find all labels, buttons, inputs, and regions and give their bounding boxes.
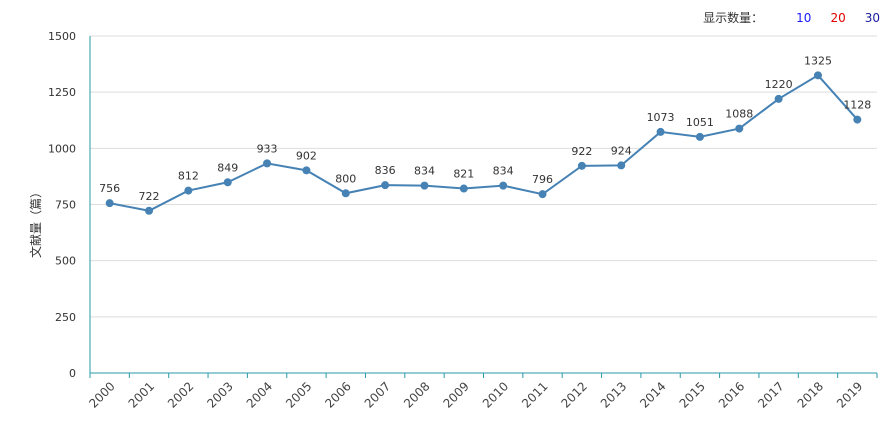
data-point[interactable]: [853, 115, 862, 124]
x-tick-label: 2001: [126, 379, 157, 410]
x-tick-label: 2008: [401, 379, 432, 410]
data-point[interactable]: [263, 159, 272, 168]
data-point[interactable]: [538, 190, 547, 199]
data-labels: 756 722 812 849 933 902 800 836 834 821 834 796 922 9…: [99, 54, 871, 202]
axes: [89, 36, 878, 378]
data-label: 1128: [843, 99, 871, 112]
data-point[interactable]: [656, 127, 665, 136]
data-label: 924: [611, 144, 632, 157]
x-tick-label: 2006: [322, 379, 353, 410]
data-label: 1220: [765, 78, 793, 91]
data-point[interactable]: [184, 186, 193, 195]
x-tick-label: 2014: [637, 379, 668, 410]
display-count-option-20[interactable]: 20: [830, 10, 846, 25]
y-tick-label: 750: [55, 199, 76, 212]
data-label: 796: [532, 173, 553, 186]
data-point[interactable]: [617, 161, 626, 170]
data-label: 756: [99, 182, 120, 195]
data-label: 933: [257, 142, 278, 155]
data-point[interactable]: [577, 161, 586, 170]
data-point[interactable]: [813, 71, 822, 80]
y-tick-label: 0: [69, 367, 76, 380]
data-label: 1051: [686, 116, 714, 129]
data-points: [105, 71, 862, 215]
data-label: 1088: [725, 108, 753, 121]
data-label: 821: [453, 168, 474, 181]
y-tick-label: 500: [55, 255, 76, 268]
data-label: 902: [296, 149, 317, 162]
x-tick-label: 2019: [834, 379, 865, 410]
data-point[interactable]: [145, 206, 154, 215]
data-label: 836: [375, 164, 396, 177]
data-label: 1073: [647, 111, 675, 124]
display-count-option-10[interactable]: 10: [796, 10, 812, 25]
y-tick-label: 1000: [48, 142, 76, 155]
data-point[interactable]: [420, 181, 429, 190]
data-point[interactable]: [735, 124, 744, 133]
x-tick-label: 2017: [755, 379, 786, 410]
data-label: 722: [139, 190, 160, 203]
data-point[interactable]: [381, 181, 390, 190]
data-label: 800: [335, 172, 356, 185]
x-tick-label: 2011: [519, 379, 550, 410]
x-tick-label: 2000: [86, 379, 117, 410]
y-tick-label: 1250: [48, 86, 76, 99]
data-point[interactable]: [459, 184, 468, 193]
data-label: 849: [217, 161, 238, 174]
x-tick-label: 2013: [598, 379, 629, 410]
y-axis-label: 文献量（篇）: [28, 186, 43, 258]
data-point[interactable]: [302, 166, 311, 175]
x-tick-labels: 2000 2001 2002 2003 2004 2005 2006 2007 2008 2009…: [86, 379, 865, 410]
y-tick-labels: 0 250 500 750 1000 1250 1500: [48, 30, 76, 380]
data-point[interactable]: [499, 181, 508, 190]
x-tick-label: 2004: [244, 379, 275, 410]
display-count-option-30[interactable]: 30: [864, 10, 880, 25]
x-tick-label: 2012: [558, 379, 589, 410]
display-count-label: 显示数量：: [703, 11, 764, 25]
data-label: 1325: [804, 54, 832, 67]
data-point[interactable]: [105, 199, 114, 208]
series-line: [109, 74, 859, 212]
data-point[interactable]: [774, 94, 783, 103]
data-point[interactable]: [341, 189, 350, 198]
data-label: 834: [493, 165, 514, 178]
grid-lines: [90, 35, 877, 318]
data-point[interactable]: [223, 178, 232, 187]
y-tick-label: 1500: [48, 30, 76, 43]
display-count-control: 显示数量： 10 20 30: [703, 9, 880, 26]
x-tick-label: 2007: [362, 379, 393, 410]
x-tick-label: 2002: [165, 379, 196, 410]
x-tick-label: 2018: [795, 379, 826, 410]
x-tick-label: 2016: [716, 379, 747, 410]
data-label: 834: [414, 165, 435, 178]
x-tick-label: 2010: [480, 379, 511, 410]
y-tick-label: 250: [55, 311, 76, 324]
data-point[interactable]: [695, 132, 704, 141]
x-tick-label: 2009: [440, 379, 471, 410]
data-label: 812: [178, 170, 199, 183]
data-label: 922: [571, 145, 592, 158]
x-tick-label: 2015: [677, 379, 708, 410]
x-tick-label: 2003: [204, 379, 235, 410]
x-tick-label: 2005: [283, 379, 314, 410]
